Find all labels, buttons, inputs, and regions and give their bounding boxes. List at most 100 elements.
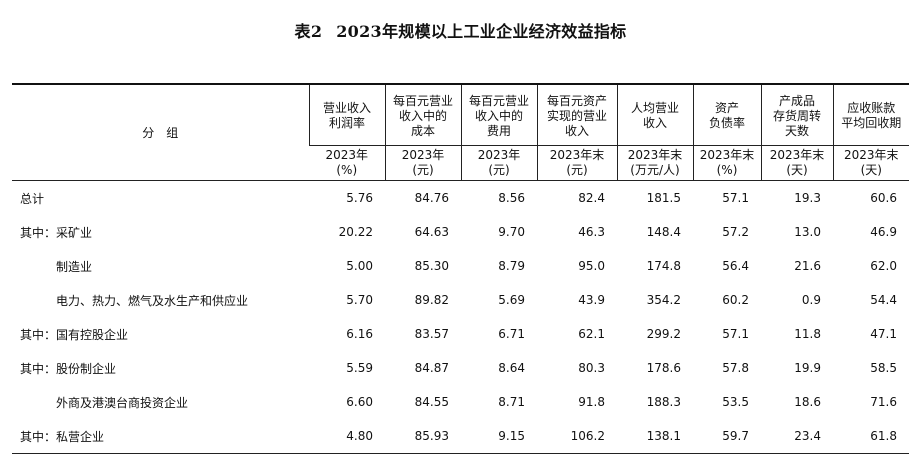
- column-header: 营业收入 利润率: [308, 83, 385, 146]
- column-unit-label: 2023年末: [627, 148, 683, 162]
- row-category: 其中：国有控股企业: [12, 317, 309, 351]
- row-category: 其中：私营企业: [12, 419, 309, 454]
- table-cell: 8.79: [498, 259, 525, 273]
- row-category: 其中：采矿业: [12, 215, 309, 249]
- column-header-label: 收入: [642, 116, 667, 130]
- column-unit: 2023年末 (万元/人): [616, 145, 693, 181]
- table-cell: 46.3: [578, 225, 605, 239]
- table-row: 其中：股份制企业 5.59 84.87 8.64 80.3 178.6 57.8 19.9 58…: [12, 351, 909, 385]
- table-cell: 8.71: [498, 395, 525, 409]
- table-row: 电力、热力、燃气及水生产和供应业 5.70 89.82 5.69 43.9 354.2 60…: [12, 283, 909, 317]
- row-prefix: 其中：: [20, 327, 57, 342]
- row-name: 国有控股企业: [56, 327, 129, 342]
- table-cell: 181.5: [646, 191, 681, 205]
- column-unit-label: (元): [566, 163, 588, 177]
- table-title: 表2 2023年规模以上工业企业经济效益指标: [0, 18, 921, 42]
- column-header-label: 资产: [714, 101, 739, 115]
- table-cell: 19.3: [794, 191, 821, 205]
- table-cell: 57.1: [722, 191, 749, 205]
- column-unit-label: (元): [412, 163, 434, 177]
- row-category: 其中：股份制企业: [12, 351, 309, 385]
- column-unit-label: (天): [786, 163, 808, 177]
- table-cell: 19.9: [794, 361, 821, 375]
- table-cell: 18.6: [794, 395, 821, 409]
- column-header-label: 收入中的: [398, 108, 447, 123]
- table-cell: 106.2: [537, 419, 617, 454]
- row-category: 制造业: [12, 249, 309, 283]
- table-cell: 5.76: [346, 191, 373, 205]
- table-title-text: 2023年规模以上工业企业经济效益指标: [336, 22, 627, 41]
- table-cell: 174.8: [646, 259, 681, 273]
- column-unit-label: 2023年: [325, 148, 369, 162]
- table-cell: 84.76: [414, 191, 449, 205]
- indicator-table: 分 组 营业收入 利润率 每百元营业 收入中的 成本 每百元营业 收入中的 费用 每百元资产 实现…: [12, 83, 909, 454]
- table-cell: 83.57: [414, 327, 449, 341]
- column-header-label: 应收账款: [847, 101, 896, 115]
- column-unit-label: 2023年末: [769, 148, 825, 162]
- table-cell: 84.87: [414, 361, 449, 375]
- table-cell: 23.4: [761, 419, 833, 454]
- group-column-header: 分 组: [12, 83, 309, 181]
- table-cell: 64.63: [414, 225, 449, 239]
- table-row: 其中：私营企业 4.80 85.93 9.15 106.2 138.1 59.7 23.4 61…: [12, 419, 909, 454]
- table-cell: 6.16: [346, 327, 373, 341]
- table-cell: 54.4: [870, 293, 897, 307]
- table-cell: 62.1: [578, 327, 605, 341]
- column-header-label: 收入中的: [474, 108, 523, 123]
- table-cell: 5.00: [346, 259, 373, 273]
- column-header-label: 成本: [410, 123, 435, 138]
- column-header: 每百元营业 收入中的 费用: [460, 83, 537, 146]
- column-unit-label: 2023年末: [549, 148, 605, 162]
- table-cell: 85.30: [414, 259, 449, 273]
- column-unit: 2023年末 (天): [760, 145, 833, 181]
- column-header-label: 每百元营业: [468, 93, 529, 108]
- table-cell: 5.59: [346, 361, 373, 375]
- row-name: 制造业: [56, 259, 93, 274]
- column-unit: 2023年 (%): [309, 145, 385, 181]
- table-cell: 43.9: [578, 293, 605, 307]
- table-cell: 61.8: [833, 419, 909, 454]
- table-cell: 0.9: [801, 293, 821, 307]
- row-name: 总计: [20, 191, 45, 206]
- column-header: 应收账款 平均回收期: [832, 83, 909, 146]
- table-cell: 89.82: [414, 293, 449, 307]
- table-row: 外商及港澳台商投资企业 6.60 84.55 8.71 91.8 188.3 53.5 18.…: [12, 385, 909, 419]
- column-header: 产成品 存货周转 天数: [760, 83, 833, 146]
- table-cell: 354.2: [646, 293, 681, 307]
- table-cell: 178.6: [646, 361, 681, 375]
- column-header-label: 产成品: [778, 93, 815, 108]
- table-cell: 62.0: [870, 259, 897, 273]
- column-unit-label: (%): [716, 163, 738, 177]
- column-unit-label: (万元/人): [630, 163, 680, 177]
- column-header: 资产 负债率: [692, 83, 761, 146]
- table-cell: 60.2: [722, 293, 749, 307]
- table-cell: 8.56: [498, 191, 525, 205]
- column-header-label: 费用: [486, 123, 511, 138]
- column-unit-label: 2023年: [401, 148, 445, 162]
- table-cell: 58.5: [870, 361, 897, 375]
- column-unit: 2023年末 (天): [832, 145, 909, 181]
- table-cell: 53.5: [722, 395, 749, 409]
- column-unit-label: 2023年末: [843, 148, 899, 162]
- table-number: 表2: [294, 22, 323, 41]
- column-header-label: 每百元营业: [392, 93, 453, 108]
- column-header: 每百元营业 收入中的 成本: [384, 83, 461, 146]
- table-cell: 4.80: [309, 419, 385, 454]
- column-unit: 2023年 (元): [460, 145, 537, 181]
- column-header-label: 实现的营业: [546, 108, 607, 123]
- row-name: 股份制企业: [56, 361, 117, 376]
- table-cell: 188.3: [646, 395, 681, 409]
- row-prefix: 其中：: [20, 429, 57, 444]
- column-header-label: 存货周转: [772, 108, 821, 123]
- column-header-label: 天数: [784, 123, 809, 138]
- group-label: 分 组: [142, 126, 179, 140]
- column-header: 人均营业 收入: [616, 83, 693, 146]
- row-prefix: 其中：: [20, 361, 57, 376]
- table-cell: 148.4: [646, 225, 681, 239]
- table-cell: 138.1: [617, 419, 693, 454]
- column-unit: 2023年 (元): [384, 145, 461, 181]
- table-cell: 56.4: [722, 259, 749, 273]
- table-cell: 8.64: [498, 361, 525, 375]
- table-cell: 11.8: [794, 327, 821, 341]
- column-header-label: 人均营业: [630, 101, 679, 115]
